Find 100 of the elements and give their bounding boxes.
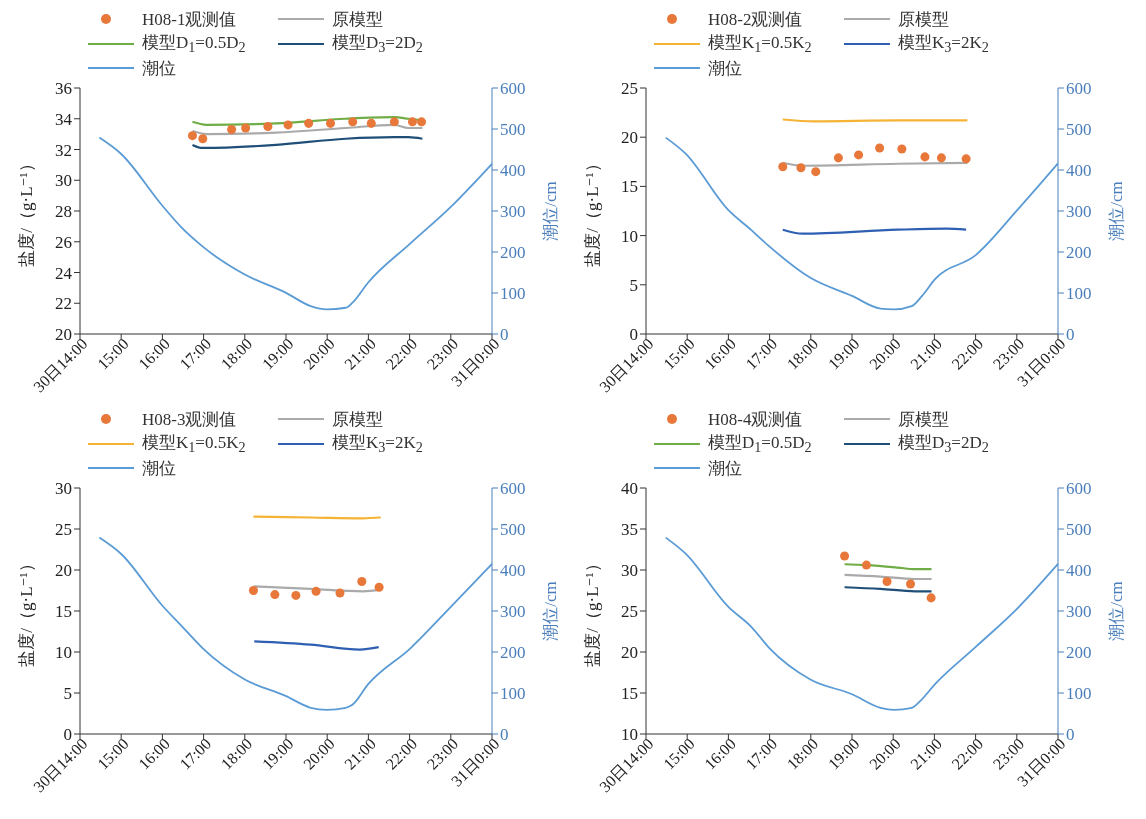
y2-tick-label: 100 bbox=[500, 684, 526, 704]
legend-label: 潮位 bbox=[142, 57, 176, 80]
y-tick-label: 5 bbox=[629, 275, 638, 295]
y-axis-title: 盐度/（g·L⁻¹） bbox=[17, 155, 37, 267]
y2-tick-label: 500 bbox=[500, 520, 526, 540]
point bbox=[389, 117, 399, 127]
legend-label: 原模型 bbox=[898, 408, 949, 431]
y-tick-label: 25 bbox=[55, 520, 72, 540]
point bbox=[920, 152, 930, 162]
point bbox=[905, 579, 916, 589]
y-tick-label: 0 bbox=[629, 325, 638, 345]
y2-tick-label: 300 bbox=[1066, 602, 1092, 622]
point bbox=[270, 590, 280, 600]
y2-tick-label: 500 bbox=[1066, 520, 1092, 540]
y2-tick-label: 400 bbox=[500, 161, 526, 181]
point bbox=[348, 117, 358, 127]
legend-label: 潮位 bbox=[708, 57, 742, 80]
y-tick-label: 24 bbox=[55, 263, 73, 283]
y-tick-label: 10 bbox=[55, 643, 72, 663]
y2-tick-label: 200 bbox=[500, 243, 526, 263]
y-tick-label: 15 bbox=[621, 684, 638, 704]
y2-axis-title: 潮位/cm bbox=[1107, 581, 1127, 641]
y2-tick-label: 300 bbox=[500, 602, 526, 622]
legend-label: 原模型 bbox=[332, 408, 383, 431]
y2-tick-label: 0 bbox=[1066, 325, 1075, 345]
y2-tick-label: 200 bbox=[1066, 643, 1092, 663]
point bbox=[198, 134, 208, 144]
legend-label: H08-3观测值 bbox=[142, 408, 237, 431]
legend-label: 模型K$_{1}$=0.5K$_{2}$ bbox=[708, 31, 812, 57]
y-tick-label: 10 bbox=[621, 226, 638, 246]
legend-label: 原模型 bbox=[332, 8, 383, 31]
y-axis-title: 盐度/（g·L⁻¹） bbox=[583, 155, 603, 267]
point bbox=[961, 154, 971, 164]
y-tick-label: 26 bbox=[55, 232, 72, 252]
y-tick-label: 28 bbox=[55, 202, 72, 222]
point bbox=[335, 588, 345, 598]
y2-axis-title: 潮位/cm bbox=[541, 581, 561, 641]
point bbox=[374, 582, 384, 592]
y2-tick-label: 200 bbox=[1066, 243, 1092, 263]
y-axis-title: 盐度/（g·L⁻¹） bbox=[17, 555, 37, 667]
point bbox=[796, 163, 806, 173]
y2-tick-label: 0 bbox=[500, 725, 509, 745]
point bbox=[875, 143, 885, 153]
point bbox=[936, 153, 946, 163]
point bbox=[861, 560, 871, 570]
legend-label: 模型D$_{1}$=0.5D$_{2}$ bbox=[708, 431, 812, 457]
y2-tick-label: 600 bbox=[1066, 479, 1092, 499]
y-tick-label: 35 bbox=[621, 520, 638, 540]
point bbox=[407, 117, 417, 127]
legend-label: 模型K$_{3}$=2K$_{2}$ bbox=[898, 31, 989, 57]
point bbox=[325, 118, 336, 128]
legend-label: 潮位 bbox=[708, 457, 742, 480]
y-tick-label: 30 bbox=[55, 479, 72, 499]
legend-label: H08-4观测值 bbox=[708, 408, 803, 431]
y2-tick-label: 300 bbox=[1066, 202, 1092, 222]
y-tick-label: 22 bbox=[55, 294, 72, 314]
y2-tick-label: 600 bbox=[1066, 79, 1092, 99]
y2-tick-label: 400 bbox=[1066, 161, 1092, 181]
legend-label: 模型K$_{3}$=2K$_{2}$ bbox=[332, 431, 423, 457]
y-tick-label: 20 bbox=[621, 128, 638, 148]
y2-axis-title: 潮位/cm bbox=[541, 181, 561, 241]
legend-label: 模型D$_{3}$=2D$_{2}$ bbox=[898, 431, 989, 457]
point bbox=[854, 150, 864, 160]
point bbox=[417, 117, 427, 127]
y2-tick-label: 200 bbox=[500, 643, 526, 663]
point bbox=[778, 162, 788, 172]
line-series bbox=[664, 136, 1058, 311]
y-tick-label: 20 bbox=[55, 561, 72, 581]
y2-tick-label: 100 bbox=[1066, 684, 1092, 704]
y-tick-label: 15 bbox=[55, 602, 72, 622]
y2-tick-label: 600 bbox=[500, 479, 526, 499]
point bbox=[227, 125, 237, 135]
legend-label: 模型D$_{1}$=0.5D$_{2}$ bbox=[142, 31, 246, 57]
y-tick-label: 5 bbox=[63, 684, 72, 704]
y2-tick-label: 100 bbox=[500, 284, 526, 304]
point bbox=[882, 576, 892, 586]
y2-tick-label: 500 bbox=[1066, 120, 1092, 140]
point bbox=[291, 590, 301, 600]
y2-tick-label: 100 bbox=[1066, 284, 1092, 304]
point bbox=[366, 118, 376, 128]
y-tick-label: 25 bbox=[621, 602, 638, 622]
y-tick-label: 36 bbox=[55, 79, 72, 99]
y-tick-label: 0 bbox=[63, 725, 72, 745]
point bbox=[840, 551, 850, 561]
y-tick-label: 20 bbox=[55, 325, 72, 345]
point bbox=[241, 123, 251, 133]
y-tick-label: 25 bbox=[621, 79, 638, 99]
legend-label: H08-1观测值 bbox=[142, 8, 237, 31]
y2-tick-label: 0 bbox=[1066, 725, 1075, 745]
y-tick-label: 10 bbox=[621, 725, 638, 745]
point bbox=[926, 593, 936, 603]
point bbox=[357, 576, 367, 586]
y2-tick-label: 500 bbox=[500, 120, 526, 140]
legend-label: H08-2观测值 bbox=[708, 8, 803, 31]
y-tick-label: 40 bbox=[621, 479, 638, 499]
line-series bbox=[664, 536, 1058, 711]
line-series bbox=[191, 136, 424, 150]
line-series bbox=[98, 136, 492, 311]
point bbox=[248, 585, 258, 596]
point bbox=[187, 131, 197, 141]
